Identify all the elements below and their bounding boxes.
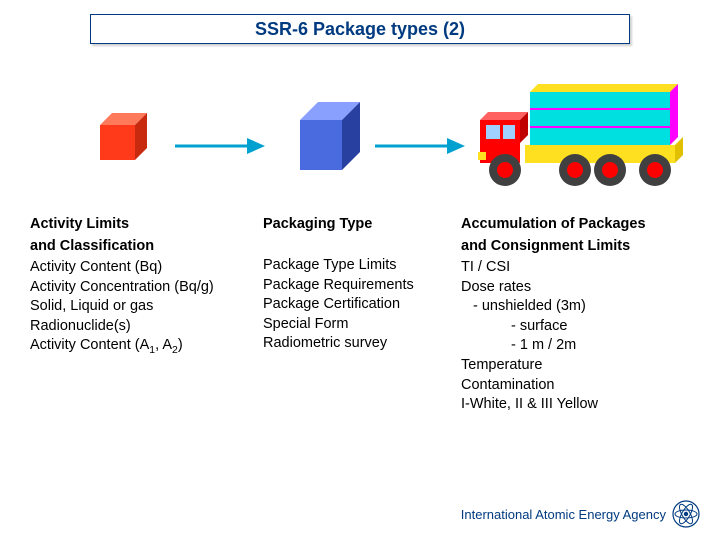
col3-heading-2: and Consignment Limits xyxy=(461,237,706,257)
truck-icon xyxy=(470,80,685,190)
content-columns: Activity Limits and Classification Activ… xyxy=(30,215,710,415)
col1-heading: Activity Limits xyxy=(30,215,255,235)
column-accumulation: Accumulation of Packages and Consignment… xyxy=(461,215,706,415)
arrow-icon xyxy=(175,135,265,157)
footer: International Atomic Energy Agency xyxy=(461,500,700,528)
red-cube-icon xyxy=(100,110,155,165)
col3-line: - 1 m / 2m xyxy=(461,336,706,356)
col2-line: Special Form xyxy=(263,315,453,335)
col1-heading-2: and Classification xyxy=(30,237,255,257)
footer-text: International Atomic Energy Agency xyxy=(461,507,666,522)
col3-line: I-White, II & III Yellow xyxy=(461,395,706,415)
col1-line: Solid, Liquid or gas xyxy=(30,297,255,317)
col1-line: Activity Content (Bq) xyxy=(30,258,255,278)
graphics-row xyxy=(0,80,720,200)
col2-line: Package Type Limits xyxy=(263,256,453,276)
arrow-icon xyxy=(375,135,465,157)
title-box: SSR-6 Package types (2) xyxy=(90,14,630,44)
column-packaging-type: Packaging Type Package Type Limits Packa… xyxy=(263,215,453,415)
iaea-logo-icon xyxy=(672,500,700,528)
blue-cube-icon xyxy=(300,98,370,173)
col3-line: Dose rates xyxy=(461,278,706,298)
col3-line: Contamination xyxy=(461,376,706,396)
col2-line: Radiometric survey xyxy=(263,334,453,354)
col2-heading: Packaging Type xyxy=(263,215,453,235)
col3-line: TI / CSI xyxy=(461,258,706,278)
col3-line: - surface xyxy=(461,317,706,337)
col3-line: Temperature xyxy=(461,356,706,376)
col1-line: Activity Content (A1, A2) xyxy=(30,336,255,358)
col3-line: - unshielded (3m) xyxy=(461,297,706,317)
col2-line: Package Certification xyxy=(263,295,453,315)
col3-heading: Accumulation of Packages xyxy=(461,215,706,235)
page-title: SSR-6 Package types (2) xyxy=(255,19,465,40)
column-activity-limits: Activity Limits and Classification Activ… xyxy=(30,215,255,415)
col1-line: Activity Concentration (Bq/g) xyxy=(30,278,255,298)
col2-line: Package Requirements xyxy=(263,276,453,296)
col1-line: Radionuclide(s) xyxy=(30,317,255,337)
